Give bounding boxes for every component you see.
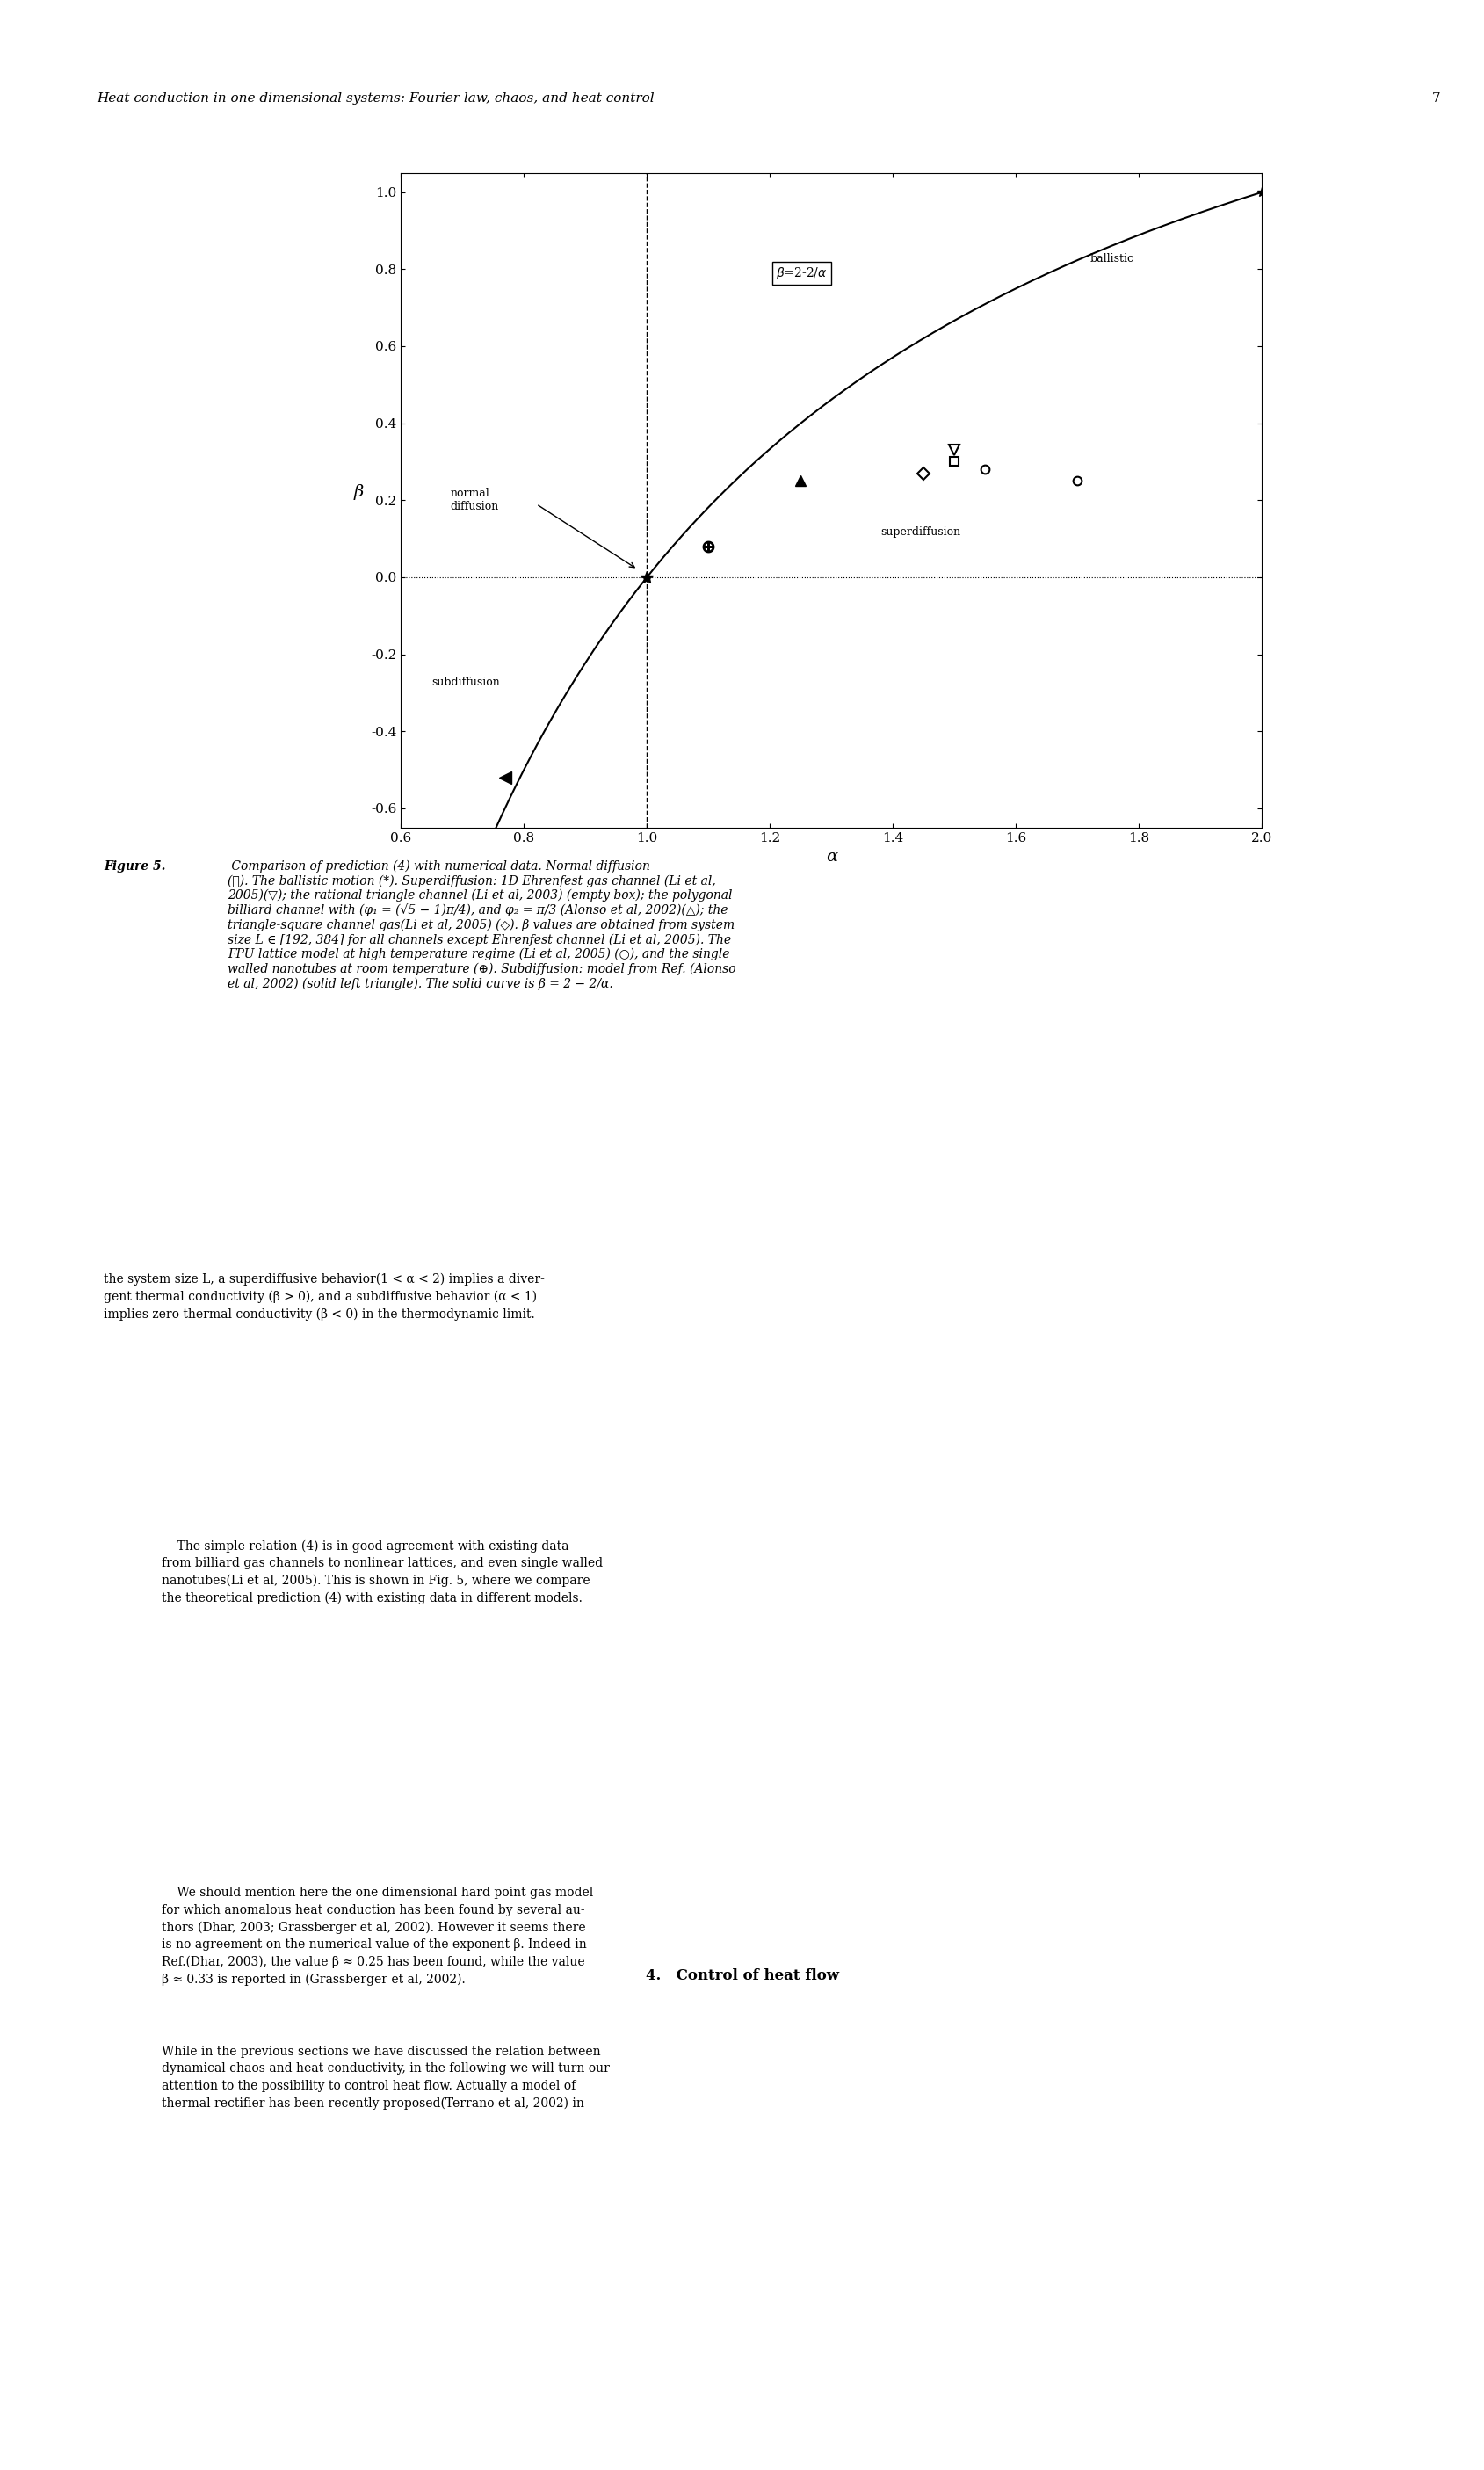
Text: $\beta$=2-2/$\alpha$: $\beta$=2-2/$\alpha$ xyxy=(776,264,827,282)
Text: We should mention here the one dimensional hard point gas model
for which anomal: We should mention here the one dimension… xyxy=(162,1887,592,1986)
Text: normal
diffusion: normal diffusion xyxy=(450,489,499,511)
Text: the system size L, a superdiffusive behavior(1 < α < 2) implies a diver-
gent th: the system size L, a superdiffusive beha… xyxy=(104,1272,545,1321)
Text: Figure 5.: Figure 5. xyxy=(104,860,166,872)
Text: Heat conduction in one dimensional systems: Fourier law, chaos, and heat control: Heat conduction in one dimensional syste… xyxy=(96,94,654,104)
Text: Comparison of prediction (4) with numerical data. Normal diffusion
(⋆). The ball: Comparison of prediction (4) with numeri… xyxy=(227,860,736,990)
Y-axis label: β: β xyxy=(353,484,364,499)
Text: subdiffusion: subdiffusion xyxy=(432,677,500,687)
X-axis label: α: α xyxy=(825,850,837,864)
Text: ballistic: ballistic xyxy=(1089,252,1134,264)
Text: While in the previous sections we have discussed the relation between
dynamical : While in the previous sections we have d… xyxy=(162,2045,608,2109)
Text: 7: 7 xyxy=(1431,94,1439,104)
Text: 4.   Control of heat flow: 4. Control of heat flow xyxy=(646,1969,838,1983)
Text: superdiffusion: superdiffusion xyxy=(880,526,960,538)
Text: The simple relation (4) is in good agreement with existing data
from billiard ga: The simple relation (4) is in good agree… xyxy=(162,1539,603,1606)
